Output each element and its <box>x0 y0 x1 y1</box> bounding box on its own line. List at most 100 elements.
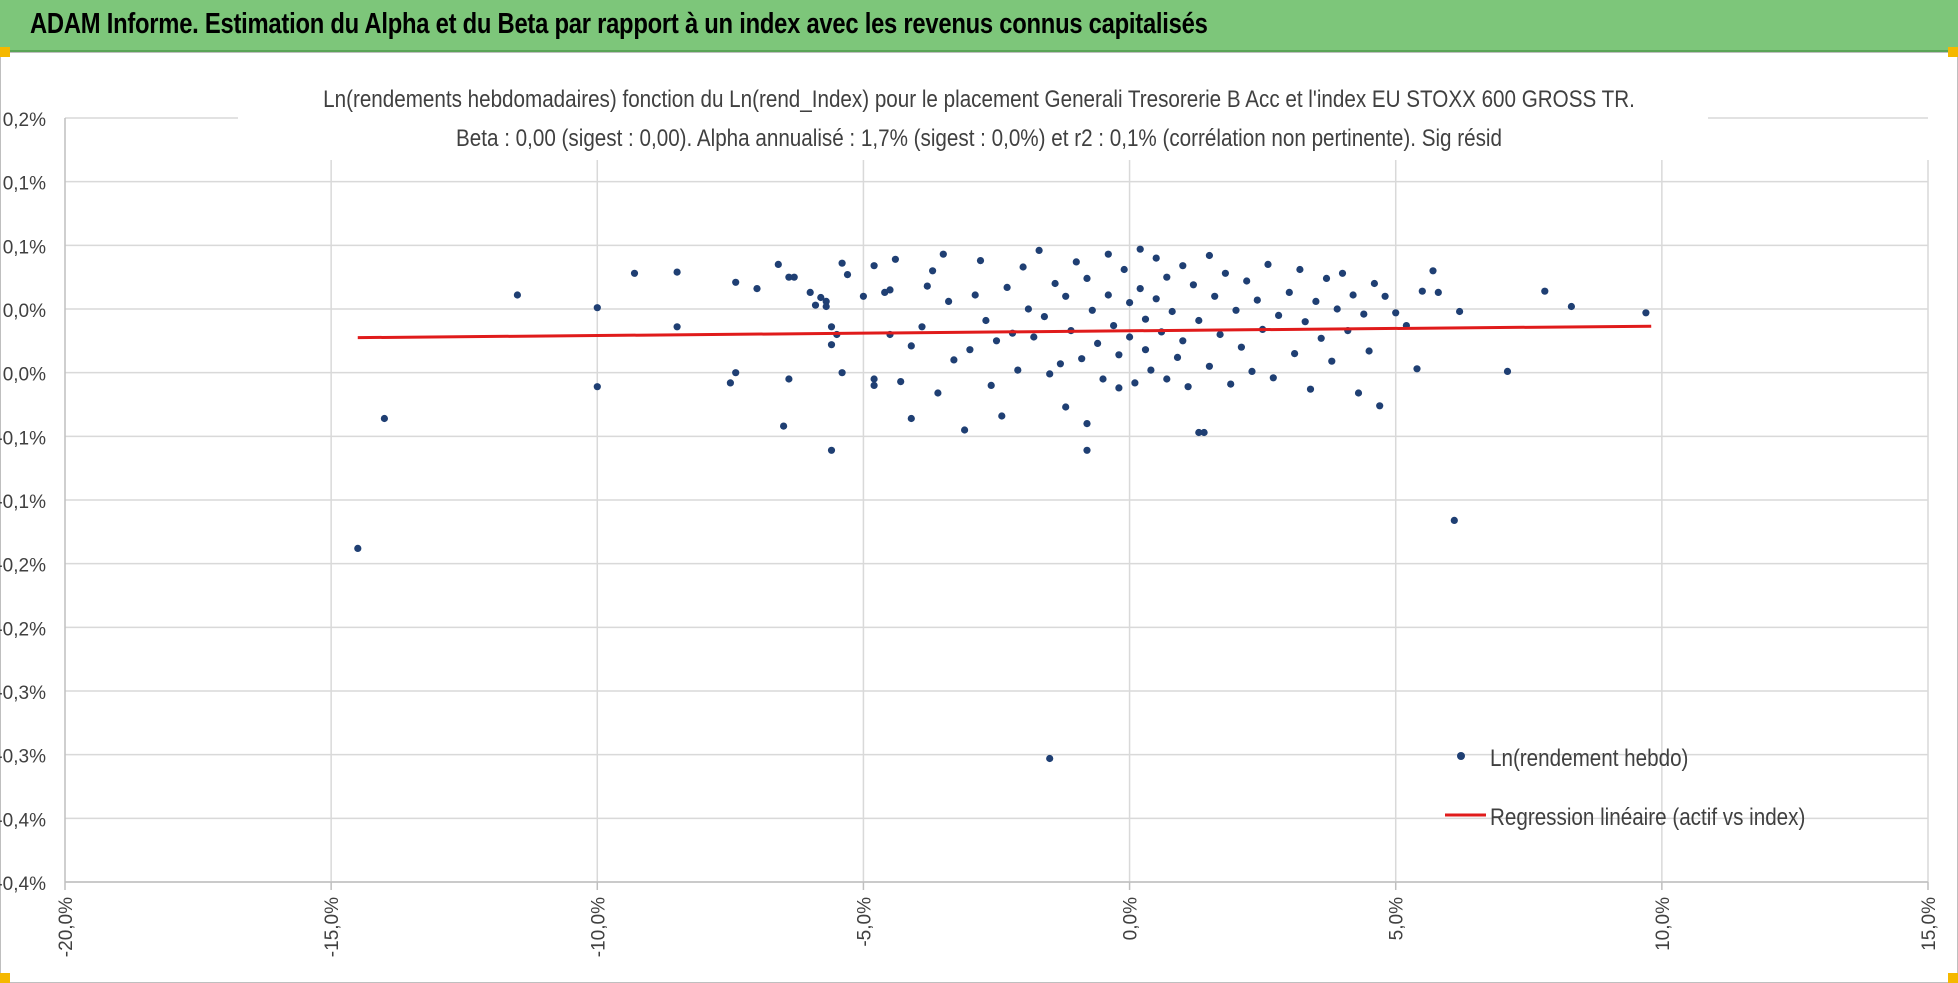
x-tick-label: 15,0% <box>1919 897 1940 951</box>
data-point <box>811 301 820 309</box>
data-point <box>1376 402 1384 410</box>
data-point <box>1503 367 1512 375</box>
resize-handle-top-left[interactable] <box>0 47 10 57</box>
data-point <box>982 316 990 325</box>
resize-handle-top-right[interactable] <box>1948 47 1958 57</box>
resize-handle-bottom-left[interactable] <box>0 973 10 983</box>
data-point <box>923 282 931 290</box>
data-point <box>870 381 878 389</box>
data-point <box>1163 375 1171 383</box>
y-tick-label: 0,0% <box>3 301 46 322</box>
x-tick-label: -15,0% <box>322 897 343 957</box>
data-point <box>1088 306 1096 314</box>
data-point <box>354 544 362 553</box>
data-point <box>1312 297 1320 305</box>
data-point <box>753 285 761 293</box>
data-point <box>918 323 926 331</box>
data-point <box>843 271 852 279</box>
data-point <box>1429 267 1437 275</box>
tick-labels: 0,2% 0,1% 0,1% 0,0% 0,0% -0,1% -0,1% -0,2% -0,2%… <box>0 110 1940 957</box>
data-point <box>817 293 825 302</box>
data-point <box>1024 305 1032 313</box>
page-title: ADAM Informe. Estimation du Alpha et du … <box>30 8 1208 40</box>
data-point <box>1434 288 1442 296</box>
data-point <box>1349 291 1357 299</box>
data-point <box>1195 316 1203 325</box>
data-point <box>1541 287 1549 295</box>
data-point <box>934 389 942 397</box>
data-point <box>1078 355 1086 363</box>
data-point <box>732 278 740 286</box>
y-tick-label: -0,1% <box>0 492 46 513</box>
data-point <box>1354 389 1363 397</box>
data-point <box>732 369 740 377</box>
data-point <box>1099 375 1107 383</box>
data-point <box>1317 334 1325 342</box>
data-point <box>827 323 836 331</box>
data-point <box>1046 754 1054 763</box>
data-point <box>897 378 905 386</box>
data-point <box>1184 383 1192 391</box>
legend: Ln(rendement hebdo) Regression linéaire … <box>1445 745 1805 830</box>
data-point <box>971 291 979 299</box>
data-point <box>945 297 953 305</box>
y-tick-label: 0,2% <box>3 110 46 131</box>
data-point <box>907 342 915 350</box>
data-point <box>1328 357 1336 365</box>
data-point <box>838 369 846 377</box>
data-point <box>1126 333 1134 341</box>
data-point <box>1141 315 1150 323</box>
chart-title-background <box>238 78 1708 122</box>
data-point <box>1030 333 1038 341</box>
data-point <box>1115 351 1123 359</box>
data-point <box>1642 309 1650 317</box>
data-point <box>790 273 798 281</box>
y-tick-label: -0,4% <box>0 874 46 895</box>
data-point <box>1104 291 1112 299</box>
data-point <box>1264 260 1272 268</box>
data-point <box>1056 360 1064 368</box>
data-point <box>1168 307 1176 316</box>
data-point <box>870 375 878 383</box>
data-point <box>929 267 937 275</box>
data-point <box>1253 296 1261 304</box>
chart-area[interactable] <box>0 52 1958 983</box>
data-point <box>1237 343 1245 351</box>
data-point <box>838 259 846 267</box>
data-point <box>1126 299 1134 307</box>
title-bar: ADAM Informe. Estimation du Alpha et du … <box>0 0 1958 52</box>
data-point <box>673 268 681 276</box>
data-point <box>1141 346 1150 354</box>
data-point <box>1567 302 1575 311</box>
data-point <box>1003 283 1011 291</box>
data-point <box>1014 366 1022 374</box>
data-point <box>827 341 836 349</box>
y-tick-label: -0,3% <box>0 683 46 704</box>
y-tick-label: -0,1% <box>0 428 46 449</box>
data-point <box>1136 245 1144 253</box>
data-point <box>1275 311 1283 319</box>
data-point <box>1365 347 1373 355</box>
x-tick-label: -5,0% <box>854 897 875 947</box>
data-point <box>1221 269 1229 277</box>
y-tick-label: 0,0% <box>3 365 46 386</box>
data-point <box>1083 446 1091 454</box>
resize-handle-bottom-right[interactable] <box>1948 973 1958 983</box>
data-point <box>780 422 788 430</box>
data-point <box>774 260 782 268</box>
data-point <box>1322 274 1331 282</box>
x-tick-label: 5,0% <box>1387 897 1408 940</box>
data-point <box>987 381 995 389</box>
data-point <box>1035 246 1043 254</box>
data-point <box>513 291 522 299</box>
data-point <box>1285 288 1293 296</box>
data-point <box>1195 428 1203 437</box>
data-point <box>673 323 681 331</box>
data-point <box>593 304 601 312</box>
data-point <box>1232 306 1240 314</box>
data-point <box>976 257 985 265</box>
y-tick-label: 0,1% <box>3 174 46 195</box>
data-point <box>1392 309 1400 317</box>
chart-title-line2: Beta : 0,00 (sigest : 0,00). Alpha annua… <box>456 125 1502 152</box>
